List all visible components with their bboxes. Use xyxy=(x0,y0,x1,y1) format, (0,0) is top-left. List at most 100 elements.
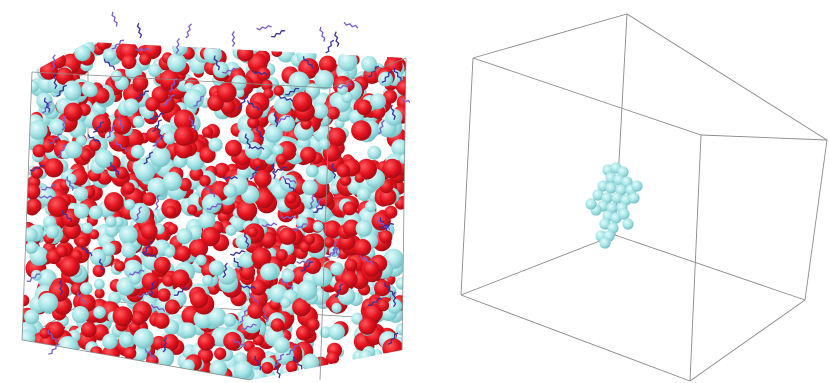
chain-molecule xyxy=(37,195,54,199)
particle xyxy=(195,254,207,266)
chain-molecule xyxy=(381,70,393,84)
full-system-render xyxy=(21,11,410,381)
particle xyxy=(149,146,171,168)
particle xyxy=(233,360,253,380)
chain-molecule xyxy=(151,119,162,133)
chain-molecule xyxy=(111,39,125,50)
particle xyxy=(104,192,124,212)
chain-molecule xyxy=(156,124,163,140)
chain-molecule xyxy=(222,175,238,180)
chain-molecule xyxy=(274,353,285,367)
particle xyxy=(190,290,209,309)
particle xyxy=(302,179,318,196)
chain-molecule xyxy=(401,98,410,104)
chain-molecule xyxy=(222,262,228,278)
particle xyxy=(356,187,371,201)
chain-molecule xyxy=(232,338,247,348)
particle xyxy=(129,272,141,285)
particle xyxy=(97,42,109,51)
particle xyxy=(244,141,262,159)
chain-molecule xyxy=(61,210,73,223)
particle xyxy=(131,311,146,326)
molecule-particles xyxy=(22,42,406,380)
particle xyxy=(112,115,132,135)
particle xyxy=(25,241,38,254)
particle xyxy=(304,234,316,245)
particle xyxy=(199,175,211,187)
particle xyxy=(157,288,171,302)
chain-molecule xyxy=(239,309,249,324)
particle xyxy=(209,359,228,378)
particle xyxy=(142,192,157,206)
particle xyxy=(354,172,365,183)
particle xyxy=(104,48,117,62)
particle xyxy=(296,280,318,301)
chain-molecule xyxy=(118,115,124,131)
particle xyxy=(59,256,80,277)
particle xyxy=(167,223,178,235)
particle xyxy=(379,188,397,206)
particle xyxy=(74,44,91,62)
particle xyxy=(84,83,98,98)
particle xyxy=(114,260,126,272)
particle xyxy=(208,260,225,276)
particle xyxy=(236,45,254,62)
particle xyxy=(48,118,66,136)
chain-molecule xyxy=(230,249,246,256)
particle xyxy=(38,292,59,313)
particle xyxy=(111,70,122,82)
particle xyxy=(112,306,133,327)
particle xyxy=(132,115,145,128)
particle xyxy=(105,223,119,238)
chain-molecule xyxy=(334,31,340,48)
particle xyxy=(314,165,334,185)
chain-molecule xyxy=(92,121,105,133)
particle xyxy=(327,127,347,147)
particle xyxy=(153,256,171,274)
particle xyxy=(25,183,41,200)
full-system-panel xyxy=(0,0,410,383)
chain-molecule xyxy=(29,164,45,172)
chain-molecule xyxy=(57,144,68,158)
chain-molecule xyxy=(272,166,288,174)
particle xyxy=(250,279,267,296)
particle xyxy=(145,96,160,112)
particle xyxy=(121,242,137,258)
particle xyxy=(304,257,322,275)
particle xyxy=(281,269,295,283)
particle xyxy=(300,146,317,164)
particle xyxy=(247,226,258,238)
particle xyxy=(44,158,64,178)
particle xyxy=(382,158,402,179)
particle xyxy=(342,219,360,237)
particle xyxy=(220,98,236,115)
chain-molecule xyxy=(204,185,216,198)
chain-molecule xyxy=(154,194,160,211)
chain-molecule xyxy=(384,282,394,296)
chain-molecule xyxy=(271,163,277,179)
particle xyxy=(123,98,139,114)
chain-molecule xyxy=(334,283,344,298)
chain-molecule xyxy=(56,84,68,97)
chain-molecule xyxy=(150,304,166,312)
chain-molecule xyxy=(149,280,155,297)
chain-molecule xyxy=(243,232,250,248)
chain-molecule xyxy=(149,112,165,120)
chain-molecule xyxy=(49,133,62,144)
chain-molecule xyxy=(326,247,339,258)
chain-molecule xyxy=(292,356,303,370)
chain-molecule xyxy=(252,70,268,76)
particle xyxy=(326,106,340,120)
particle xyxy=(187,204,198,215)
chain-molecule xyxy=(300,261,314,272)
particle xyxy=(163,131,176,145)
chain-molecule xyxy=(103,58,116,70)
particle xyxy=(223,183,238,198)
particle xyxy=(81,321,97,338)
chain-molecule xyxy=(256,24,272,31)
particle xyxy=(92,264,106,278)
particle xyxy=(384,205,398,219)
cluster-particle xyxy=(611,192,623,204)
particle xyxy=(202,274,214,286)
particle xyxy=(102,333,118,350)
